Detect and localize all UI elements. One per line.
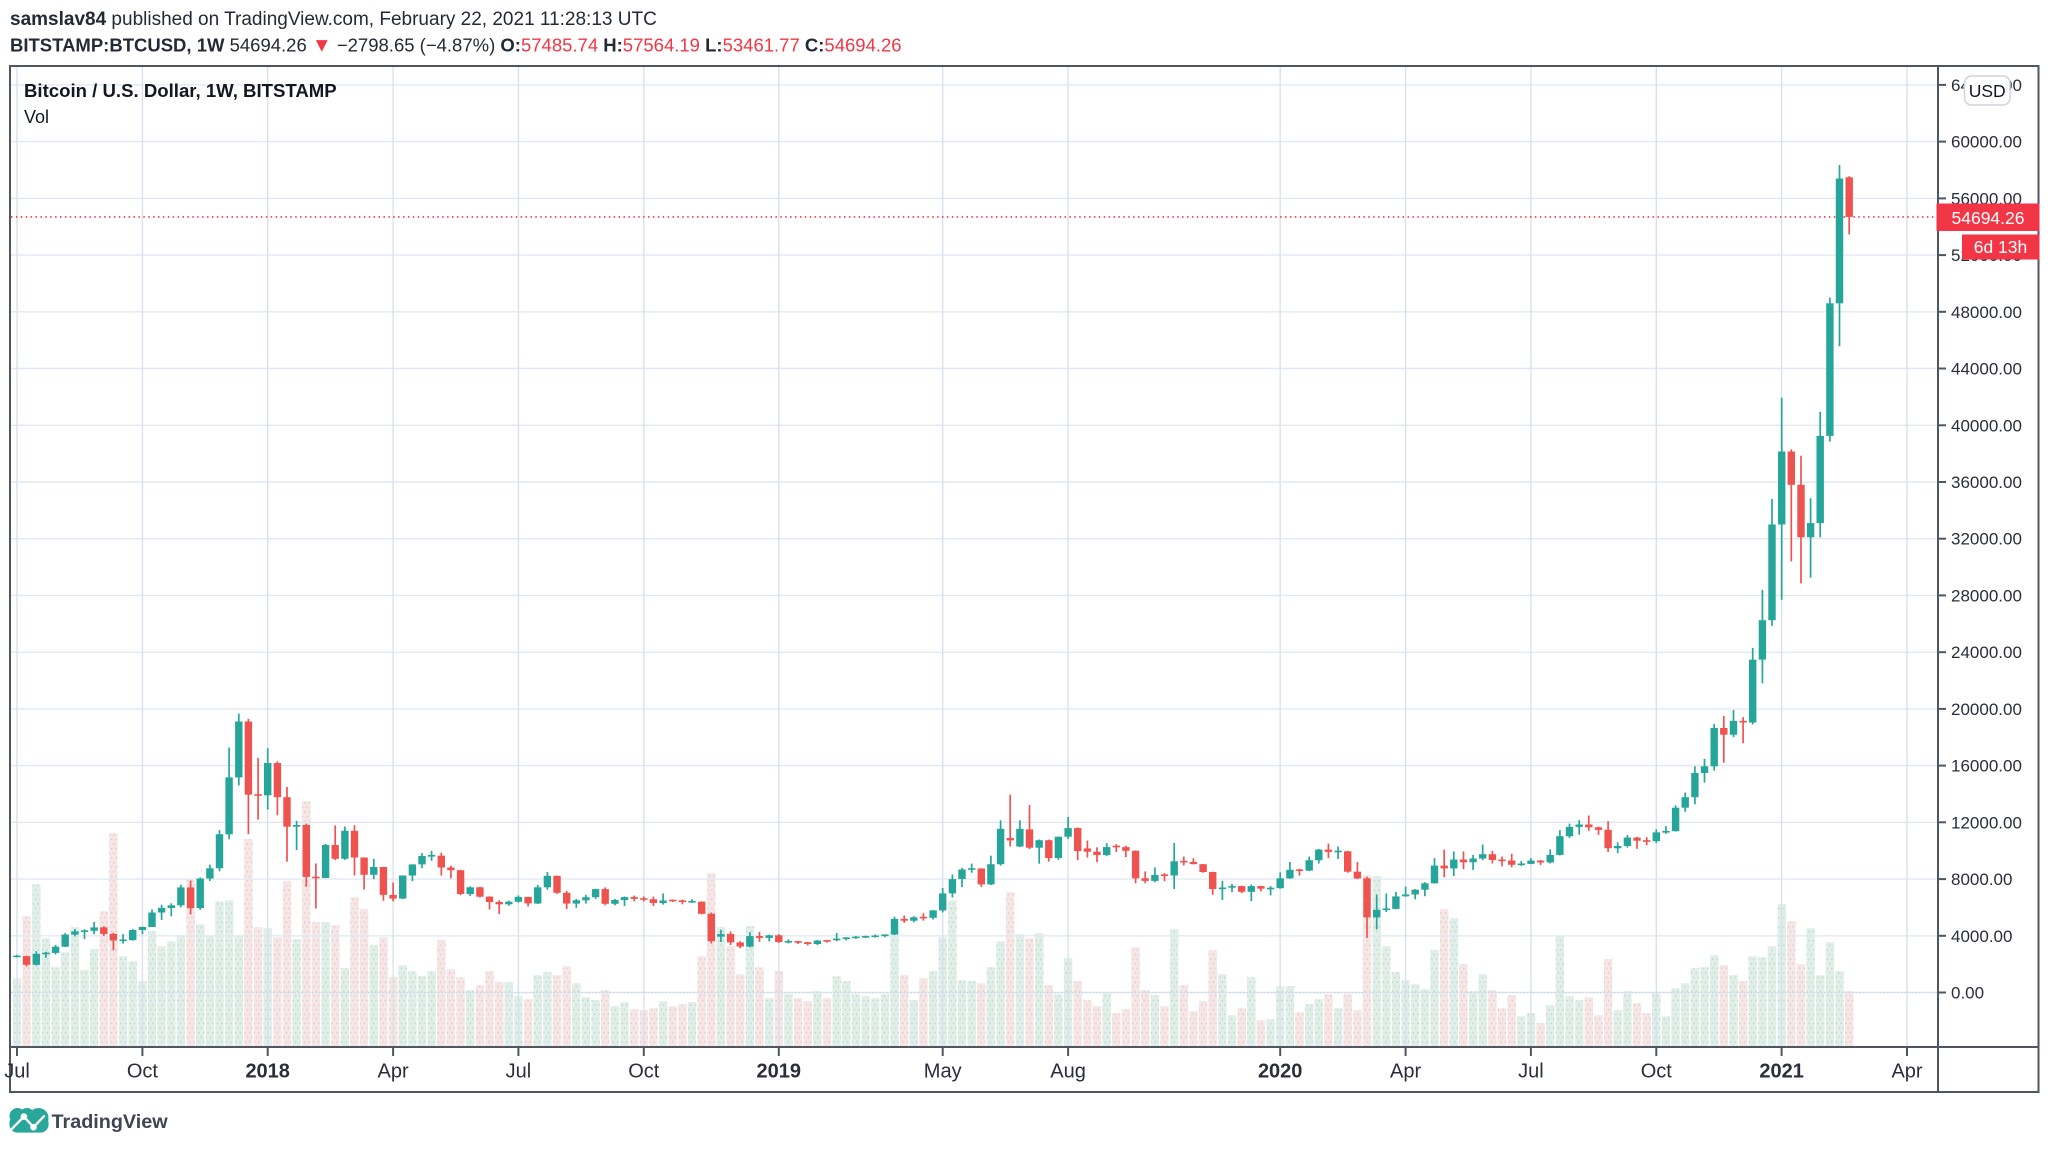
svg-text:24000.00: 24000.00 xyxy=(1951,643,2022,662)
svg-text:Apr: Apr xyxy=(378,1061,409,1083)
svg-text:samslav84 published on Trading: samslav84 published on TradingView.com, … xyxy=(10,9,657,30)
svg-text:TradingView: TradingView xyxy=(52,1111,169,1133)
svg-text:2018: 2018 xyxy=(245,1061,290,1083)
svg-text:2019: 2019 xyxy=(757,1061,802,1083)
svg-text:Vol: Vol xyxy=(24,107,49,127)
svg-text:Jul: Jul xyxy=(1518,1061,1544,1083)
svg-text:28000.00: 28000.00 xyxy=(1951,586,2022,605)
svg-text:6d 13h: 6d 13h xyxy=(1974,237,2028,257)
svg-text:54694.26: 54694.26 xyxy=(1952,208,2025,228)
svg-text:BITSTAMP:BTCUSD, 1W 54694.26 ▼: BITSTAMP:BTCUSD, 1W 54694.26 ▼ −2798.65 … xyxy=(10,35,902,57)
svg-text:Aug: Aug xyxy=(1050,1061,1086,1083)
svg-text:Jul: Jul xyxy=(4,1061,30,1083)
svg-text:40000.00: 40000.00 xyxy=(1951,416,2022,435)
svg-text:20000.00: 20000.00 xyxy=(1951,700,2022,719)
svg-text:44000.00: 44000.00 xyxy=(1951,360,2022,379)
svg-text:Oct: Oct xyxy=(628,1061,660,1083)
svg-text:2020: 2020 xyxy=(1258,1061,1303,1083)
svg-text:Jul: Jul xyxy=(506,1061,532,1083)
svg-text:2021: 2021 xyxy=(1759,1061,1804,1083)
svg-text:32000.00: 32000.00 xyxy=(1951,530,2022,549)
svg-text:12000.00: 12000.00 xyxy=(1951,813,2022,832)
svg-text:May: May xyxy=(924,1061,962,1083)
svg-text:Oct: Oct xyxy=(127,1061,159,1083)
svg-text:60000.00: 60000.00 xyxy=(1951,133,2022,152)
svg-text:48000.00: 48000.00 xyxy=(1951,303,2022,322)
svg-text:8000.00: 8000.00 xyxy=(1951,870,2012,889)
svg-text:Apr: Apr xyxy=(1390,1061,1421,1083)
svg-text:USD: USD xyxy=(1969,81,2006,101)
svg-text:16000.00: 16000.00 xyxy=(1951,757,2022,776)
svg-text:Apr: Apr xyxy=(1891,1061,1922,1083)
svg-text:36000.00: 36000.00 xyxy=(1951,473,2022,492)
svg-text:4000.00: 4000.00 xyxy=(1951,927,2012,946)
svg-text:Bitcoin / U.S. Dollar, 1W, BIT: Bitcoin / U.S. Dollar, 1W, BITSTAMP xyxy=(24,80,337,101)
svg-text:Oct: Oct xyxy=(1641,1061,1673,1083)
svg-text:0.00: 0.00 xyxy=(1951,984,1984,1003)
